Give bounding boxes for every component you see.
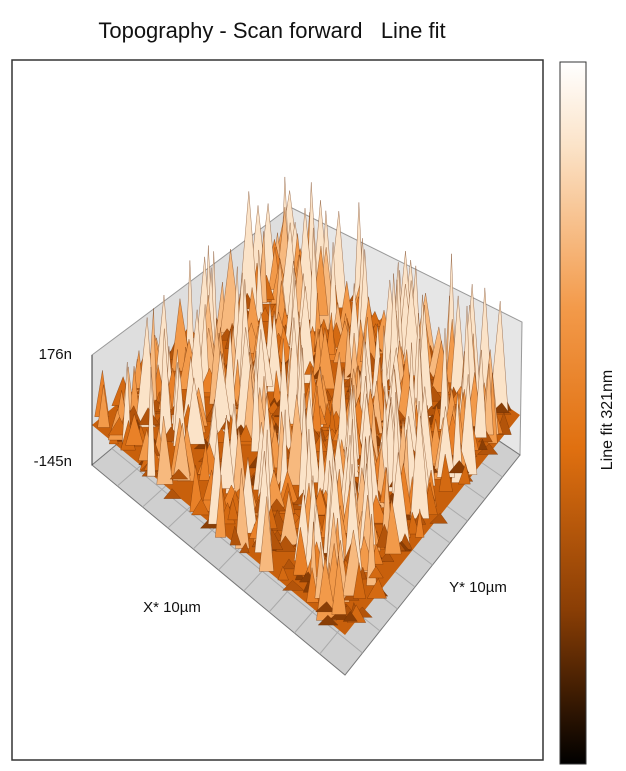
x-axis-label: X* 10µm xyxy=(143,599,201,616)
z-bottom-label: -145n xyxy=(34,453,72,470)
afm-figure: Topography - Scan forward Line fit 176n … xyxy=(0,0,626,771)
colorbar-label: Line fit 321nm xyxy=(599,370,616,471)
colorbar xyxy=(560,62,586,764)
title: Topography - Scan forward Line fit xyxy=(98,18,445,43)
y-axis-label: Y* 10µm xyxy=(449,579,507,596)
z-top-label: 176n xyxy=(39,346,72,363)
